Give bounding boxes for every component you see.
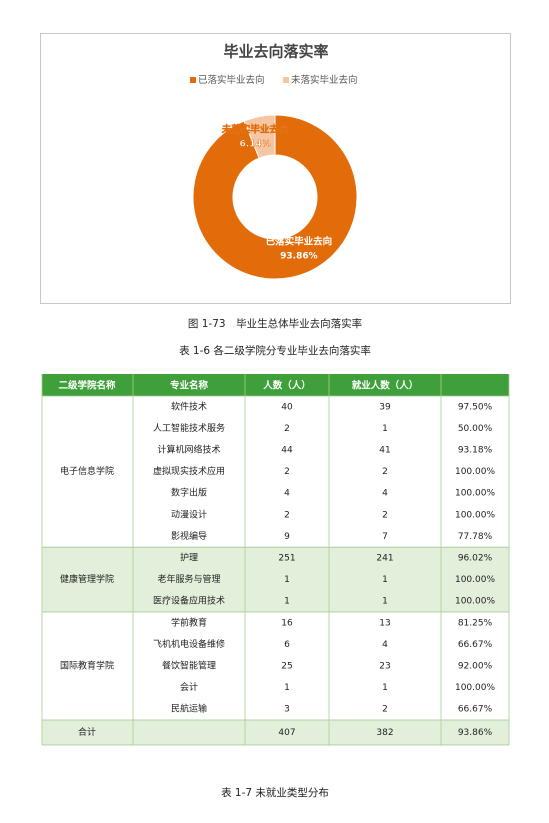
table-cell: 9 [284, 532, 290, 542]
table-cell: 23 [379, 662, 390, 672]
table-cell: 2 [284, 424, 290, 434]
next-caption: 表 1-7 未就业类型分布 [221, 786, 329, 799]
legend-label: 已落实毕业去向 [198, 74, 265, 86]
total-cell: 382 [376, 728, 393, 738]
table-cell: 1 [382, 683, 388, 693]
table-cell: 人工智能技术服务 [153, 422, 225, 434]
table-cell: 97.50% [458, 402, 493, 412]
table-cell: 虚拟现实技术应用 [153, 465, 225, 477]
table-cell: 40 [281, 402, 293, 412]
table-cell: 动漫设计 [171, 508, 207, 520]
table-cell: 2 [284, 467, 290, 477]
pie-slice [192, 114, 358, 280]
table-cell: 1 [382, 575, 388, 585]
table-header-cell: 人数（人） [263, 380, 311, 392]
legend-label: 未落实毕业去向 [291, 74, 358, 86]
group-name: 国际教育学院 [60, 660, 114, 672]
table-cell: 41 [379, 446, 390, 456]
table-header-bg [42, 374, 509, 396]
total-cell: 407 [278, 728, 295, 738]
table-cell: 2 [284, 510, 290, 520]
slice-label: 未落实毕业去向 [221, 124, 289, 136]
table-cell: 4 [382, 640, 388, 650]
table-cell: 241 [376, 554, 393, 564]
table-header-cell: 就业人数（人） [352, 380, 419, 392]
table-cell: 25 [281, 662, 292, 672]
table-cell: 66.67% [458, 640, 493, 650]
group-name: 电子信息学院 [60, 465, 114, 477]
table-cell: 软件技术 [171, 400, 207, 412]
table-cell: 2 [382, 467, 388, 477]
table-cell: 44 [281, 446, 293, 456]
table-cell: 100.00% [455, 510, 495, 520]
table-cell: 66.67% [458, 705, 493, 715]
table-cell: 13 [379, 618, 390, 628]
table-cell: 1 [284, 575, 290, 585]
table-cell: 4 [382, 489, 388, 499]
table-cell: 100.00% [455, 597, 495, 607]
table-cell: 2 [382, 705, 388, 715]
table-cell: 1 [382, 424, 388, 434]
total-cell: 合计 [78, 726, 96, 738]
table-header-cell: 二级学院名称 [58, 380, 116, 392]
table-cell: 老年服务与管理 [157, 573, 220, 585]
legend-swatch [283, 77, 289, 83]
total-bg [42, 720, 509, 745]
table-cell: 餐饮智能管理 [162, 660, 216, 672]
table-cell: 护理 [180, 552, 198, 564]
table-cell: 学前教育 [171, 616, 207, 628]
table-cell: 96.02% [458, 554, 493, 564]
table-cell: 100.00% [455, 683, 495, 693]
table-cell: 影视编导 [171, 530, 207, 542]
chart-title: 毕业去向落实率 [223, 43, 328, 61]
table-cell: 16 [281, 618, 293, 628]
table-cell: 民航运输 [171, 703, 207, 715]
pie-slice [243, 114, 276, 159]
slice-value: 93.86% [280, 251, 318, 261]
table-cell: 会计 [180, 681, 198, 693]
table-cell: 100.00% [455, 575, 495, 585]
table-cell: 1 [284, 683, 290, 693]
figure-caption: 图 1-73 毕业生总体毕业去向落实率 [188, 317, 362, 330]
slice-label: 已落实毕业去向 [266, 235, 333, 247]
table-cell: 50.00% [458, 424, 493, 434]
group-bg [42, 547, 509, 612]
table-cell: 1 [382, 597, 388, 607]
table-cell: 39 [379, 402, 391, 412]
table-cell: 数字出版 [171, 487, 207, 499]
table-cell: 4 [284, 489, 290, 499]
table-cell: 3 [284, 705, 290, 715]
group-bg [42, 396, 509, 548]
table-cell: 医疗设备应用技术 [153, 595, 225, 607]
table-header-cell: 专业名称 [170, 380, 209, 392]
table-cell: 飞机机电设备维修 [153, 638, 225, 650]
table-cell: 7 [382, 532, 388, 542]
table-cell: 2 [382, 510, 388, 520]
table-cell: 92.00% [458, 662, 493, 672]
group-bg [42, 612, 509, 720]
table-caption: 表 1-6 各二级学院分专业毕业去向落实率 [179, 344, 371, 357]
total-cell: 93.86% [458, 728, 493, 738]
table-cell: 100.00% [455, 467, 495, 477]
table-cell: 81.25% [458, 618, 493, 628]
group-name: 健康管理学院 [60, 573, 114, 585]
legend-swatch [190, 77, 196, 83]
table-cell: 计算机网络技术 [157, 444, 220, 456]
table-cell: 77.78% [458, 532, 493, 542]
table-cell: 100.00% [455, 489, 495, 499]
slice-value: 6.14% [239, 140, 270, 150]
table-cell: 251 [278, 554, 295, 564]
table-cell: 93.18% [458, 446, 493, 456]
table-cell: 1 [284, 597, 290, 607]
table-cell: 6 [284, 640, 290, 650]
